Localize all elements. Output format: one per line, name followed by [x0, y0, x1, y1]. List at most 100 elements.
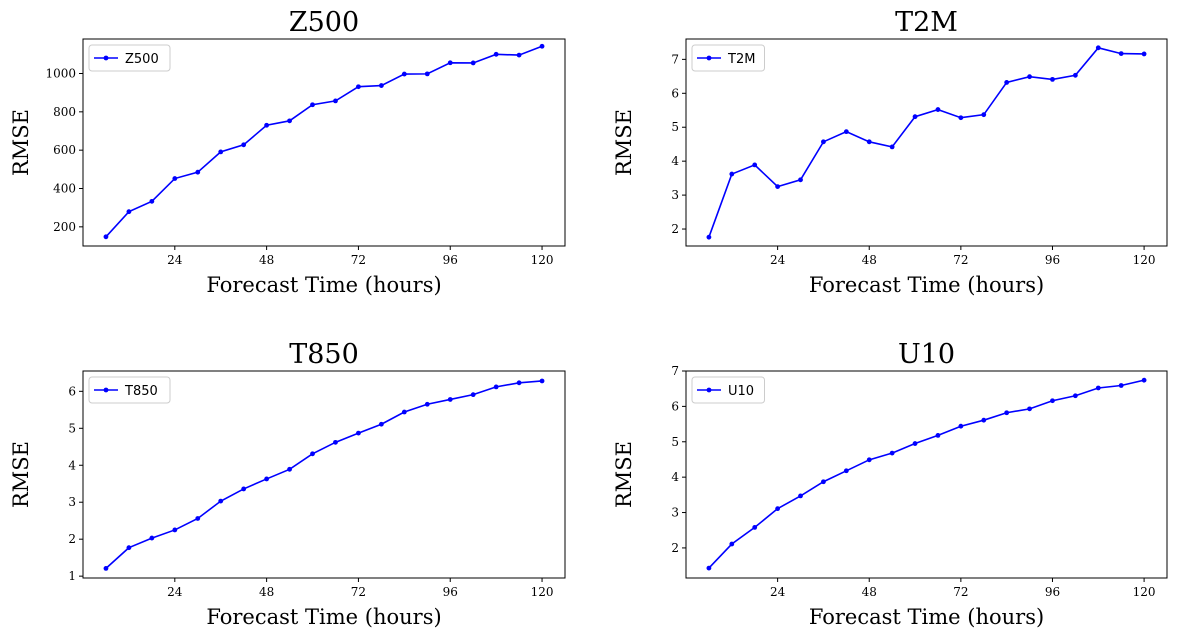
data-point: [958, 115, 964, 121]
data-point: [775, 506, 781, 512]
chart-panel-1: T2M 24 48 72 96 120 2 3 4 5 6 7 Forecast Time (hours…: [612, 7, 1168, 297]
data-point: [912, 441, 918, 446]
chart-panel-3: U10 24 48 72 96 120 2 3 4 5 6 7 Forecast Time (hours…: [612, 339, 1168, 629]
chart-title: T2M: [895, 7, 958, 38]
data-point: [1141, 377, 1147, 383]
x-tick-label: 48: [862, 253, 877, 267]
y-tick-label: 2: [68, 532, 76, 546]
data-point: [843, 129, 849, 135]
y-tick-label: 6: [671, 86, 679, 100]
data-point: [889, 450, 895, 456]
y-axis-label: RMSE: [9, 109, 33, 176]
data-point: [287, 466, 292, 472]
y-tick-label: 4: [671, 470, 679, 484]
data-point: [1072, 393, 1078, 399]
legend-label: U10: [728, 384, 754, 399]
x-tick-label: 24: [167, 585, 183, 599]
legend: T2M: [691, 44, 765, 72]
series-line: [708, 379, 1145, 569]
x-tick-label: 120: [1133, 253, 1156, 267]
data-point: [447, 60, 453, 66]
data-point: [126, 545, 132, 551]
y-tick-label: 5: [68, 421, 76, 435]
y-axis-label: RMSE: [612, 109, 636, 176]
plot-frame: [82, 38, 566, 247]
data-point: [1004, 80, 1010, 85]
data-point: [912, 114, 918, 120]
plot-frame: [685, 38, 1168, 247]
chart-title: T850: [289, 339, 359, 370]
y-tick-label: 3: [671, 506, 679, 520]
data-point: [493, 384, 499, 390]
legend-marker: [706, 55, 712, 61]
data-point: [706, 234, 712, 240]
y-tick-label: 800: [53, 105, 76, 119]
data-point: [103, 565, 109, 571]
data-point: [539, 43, 545, 49]
x-tick-label: 72: [953, 253, 968, 267]
x-axis-label: Forecast Time (hours): [206, 605, 441, 629]
data-point: [1050, 398, 1055, 404]
y-tick-label: 7: [671, 52, 679, 66]
data-point: [424, 71, 430, 77]
x-tick-label: 48: [259, 253, 274, 267]
data-point: [1095, 385, 1101, 391]
chart-title: Z500: [289, 7, 359, 38]
x-tick-label: 48: [259, 585, 274, 599]
y-tick-label: 1000: [45, 67, 76, 81]
data-point: [401, 409, 407, 415]
data-point: [1027, 406, 1032, 412]
data-point: [981, 112, 987, 118]
x-tick-label: 96: [443, 585, 458, 599]
data-point: [356, 430, 361, 436]
plot-frame: [82, 370, 566, 579]
x-tick-label: 120: [531, 585, 554, 599]
data-point: [798, 493, 803, 499]
x-tick-label: 24: [770, 585, 786, 599]
data-point: [424, 401, 430, 407]
data-point: [378, 421, 384, 427]
legend-box: [88, 376, 171, 404]
x-tick-label: 48: [862, 585, 877, 599]
legend-box: [691, 44, 765, 72]
data-point: [218, 498, 224, 504]
legend: Z500: [88, 44, 171, 72]
data-point: [843, 468, 849, 474]
y-tick-label: 3: [671, 188, 679, 202]
data-point: [935, 433, 941, 438]
y-tick-label: 2: [671, 541, 679, 555]
data-point: [172, 176, 178, 181]
legend-marker: [103, 387, 109, 393]
x-axis-label: Forecast Time (hours): [809, 605, 1044, 629]
y-tick-label: 6: [671, 399, 679, 413]
legend-marker: [706, 387, 712, 393]
data-point: [126, 209, 132, 215]
data-point: [356, 84, 361, 90]
x-tick-label: 96: [1045, 253, 1060, 267]
data-point: [1004, 410, 1010, 416]
data-point: [821, 479, 826, 485]
y-tick-label: 7: [671, 364, 679, 378]
x-tick-label: 72: [351, 253, 366, 267]
legend: U10: [691, 376, 765, 404]
data-point: [333, 98, 338, 104]
x-axis-label: Forecast Time (hours): [206, 273, 441, 297]
series-line: [105, 380, 543, 569]
y-tick-label: 4: [671, 154, 679, 168]
y-tick-label: 400: [53, 182, 76, 196]
data-point: [149, 535, 155, 541]
y-tick-label: 3: [68, 495, 76, 509]
data-point: [821, 139, 826, 145]
y-tick-label: 6: [68, 384, 76, 398]
data-point: [516, 52, 522, 58]
data-point: [1027, 74, 1032, 80]
data-point: [775, 184, 781, 190]
series-line: [105, 45, 543, 238]
data-point: [935, 107, 941, 112]
data-point: [493, 51, 499, 57]
y-tick-label: 200: [53, 220, 76, 234]
data-point: [264, 476, 270, 482]
x-tick-label: 120: [1133, 585, 1156, 599]
data-point: [447, 397, 453, 402]
